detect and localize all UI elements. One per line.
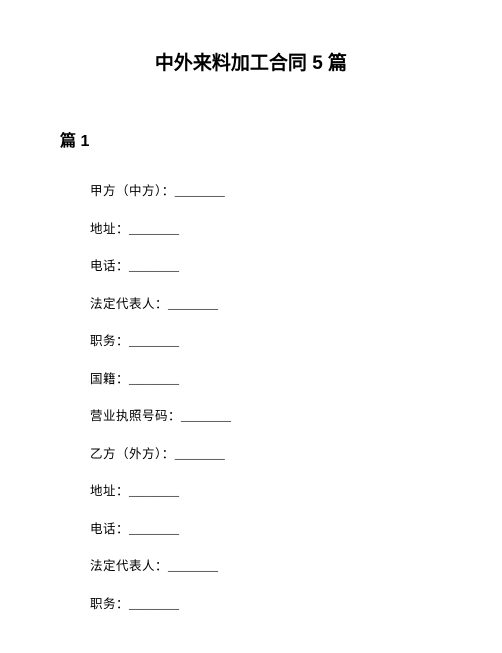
field-label: 地址： — [90, 484, 129, 498]
field-label: 乙方（外方）： — [90, 447, 175, 461]
field-blank: ________ — [129, 222, 179, 236]
field-label: 职务： — [90, 334, 129, 348]
field-label: 甲方（中方）： — [90, 184, 175, 198]
field-phone-a: 电话：________ — [90, 258, 442, 276]
field-license-number: 营业执照号码：________ — [90, 408, 442, 426]
field-blank: ________ — [129, 597, 179, 611]
field-label: 法定代表人： — [90, 297, 168, 311]
field-blank: ________ — [129, 259, 179, 273]
field-blank: ________ — [168, 297, 218, 311]
field-blank: ________ — [181, 409, 231, 423]
field-blank: ________ — [175, 447, 225, 461]
field-blank: ________ — [129, 484, 179, 498]
field-position-a: 职务：________ — [90, 333, 442, 351]
field-blank: ________ — [129, 522, 179, 536]
field-party-b: 乙方（外方）：________ — [90, 446, 442, 464]
field-nationality: 国籍：________ — [90, 371, 442, 389]
field-label: 地址： — [90, 222, 129, 236]
field-blank: ________ — [129, 334, 179, 348]
document-page: 中外来料加工合同 5 篇 篇 1 甲方（中方）：________ 地址：____… — [0, 0, 502, 653]
field-phone-b: 电话：________ — [90, 521, 442, 539]
field-position-b: 职务：________ — [90, 596, 442, 614]
field-label: 国籍： — [90, 372, 129, 386]
field-label: 电话： — [90, 259, 129, 273]
field-label: 营业执照号码： — [90, 409, 181, 423]
field-blank: ________ — [175, 184, 225, 198]
field-address-a: 地址：________ — [90, 221, 442, 239]
field-blank: ________ — [168, 559, 218, 573]
field-label: 法定代表人： — [90, 559, 168, 573]
field-label: 电话： — [90, 522, 129, 536]
field-party-a: 甲方（中方）：________ — [90, 183, 442, 201]
field-list: 甲方（中方）：________ 地址：________ 电话：________ … — [60, 183, 442, 613]
field-legal-rep-b: 法定代表人：________ — [90, 558, 442, 576]
field-legal-rep-a: 法定代表人：________ — [90, 296, 442, 314]
field-address-b: 地址：________ — [90, 483, 442, 501]
section-heading: 篇 1 — [60, 127, 442, 151]
page-title: 中外来料加工合同 5 篇 — [60, 48, 442, 75]
field-blank: ________ — [129, 372, 179, 386]
field-label: 职务： — [90, 597, 129, 611]
